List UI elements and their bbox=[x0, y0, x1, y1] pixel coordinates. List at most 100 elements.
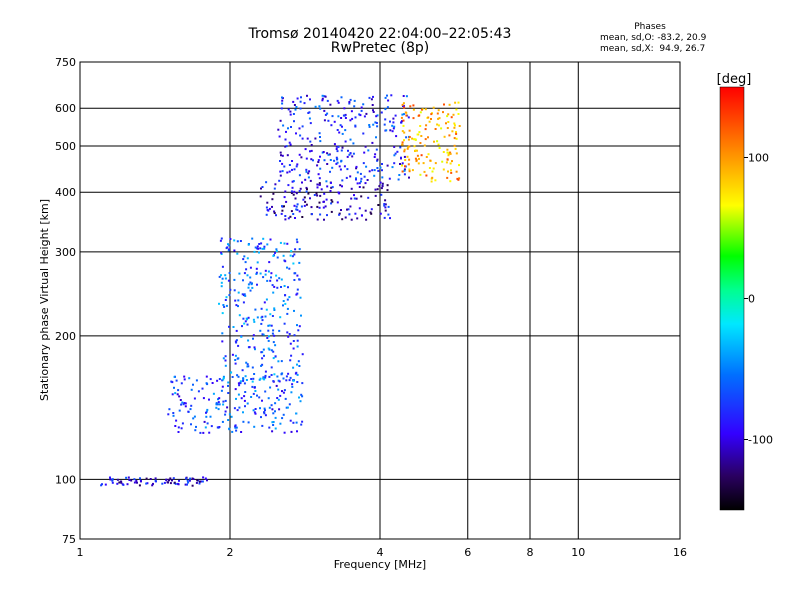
data-point bbox=[375, 115, 378, 118]
data-point bbox=[292, 347, 295, 350]
data-point bbox=[263, 407, 266, 410]
data-point bbox=[177, 431, 180, 433]
data-point bbox=[424, 108, 427, 111]
data-point bbox=[234, 299, 237, 302]
data-point bbox=[280, 278, 283, 281]
data-point bbox=[218, 275, 221, 278]
data-point bbox=[292, 421, 295, 424]
data-point bbox=[256, 245, 259, 248]
data-point bbox=[284, 215, 287, 217]
data-point bbox=[360, 180, 362, 183]
data-point bbox=[420, 154, 423, 157]
data-point bbox=[423, 170, 426, 173]
data-point bbox=[218, 403, 221, 406]
data-point bbox=[316, 218, 319, 221]
data-point bbox=[126, 483, 129, 486]
data-point bbox=[298, 190, 301, 192]
data-point bbox=[329, 190, 332, 192]
data-point bbox=[261, 399, 263, 402]
data-point bbox=[403, 155, 406, 158]
data-point bbox=[365, 112, 368, 115]
data-point bbox=[231, 376, 234, 378]
data-point bbox=[360, 195, 363, 198]
data-point bbox=[430, 180, 433, 183]
data-point bbox=[251, 366, 254, 369]
data-point bbox=[300, 205, 303, 208]
data-point bbox=[443, 103, 445, 106]
data-point bbox=[279, 316, 282, 319]
data-point bbox=[267, 347, 270, 350]
data-point bbox=[347, 208, 350, 211]
data-point bbox=[387, 99, 390, 102]
data-point bbox=[405, 136, 408, 139]
data-point bbox=[383, 123, 386, 126]
data-point bbox=[323, 95, 326, 98]
data-point bbox=[242, 317, 245, 320]
data-point bbox=[438, 117, 441, 120]
data-point bbox=[281, 209, 284, 212]
data-point bbox=[446, 127, 449, 129]
data-point bbox=[281, 96, 283, 99]
data-point bbox=[272, 357, 275, 360]
data-point bbox=[284, 190, 287, 193]
data-point bbox=[374, 153, 377, 156]
data-point bbox=[260, 364, 263, 367]
data-point bbox=[404, 159, 407, 161]
data-point bbox=[239, 382, 242, 385]
data-point bbox=[195, 481, 198, 484]
data-point bbox=[376, 158, 379, 161]
data-point bbox=[139, 477, 141, 480]
data-point bbox=[343, 107, 346, 110]
data-point bbox=[221, 265, 224, 268]
data-point bbox=[271, 284, 274, 287]
data-point bbox=[290, 190, 293, 193]
data-point bbox=[262, 333, 265, 336]
data-point bbox=[425, 124, 428, 127]
data-point bbox=[209, 378, 212, 381]
data-point bbox=[296, 241, 299, 244]
data-point bbox=[434, 179, 437, 182]
data-point bbox=[222, 403, 225, 406]
data-point bbox=[243, 272, 246, 275]
data-point bbox=[449, 151, 452, 154]
data-point bbox=[392, 127, 395, 130]
data-point bbox=[376, 125, 379, 128]
data-point bbox=[195, 379, 198, 382]
data-point bbox=[291, 160, 293, 162]
data-point bbox=[354, 212, 357, 215]
data-point bbox=[237, 305, 239, 308]
data-point bbox=[224, 299, 227, 301]
data-point bbox=[104, 483, 107, 486]
data-point bbox=[206, 422, 209, 425]
data-point bbox=[205, 410, 208, 413]
data-point bbox=[216, 379, 219, 382]
data-point bbox=[392, 121, 395, 124]
data-point bbox=[389, 217, 391, 220]
data-point bbox=[185, 477, 187, 480]
data-point bbox=[242, 411, 244, 414]
data-point bbox=[190, 388, 193, 391]
data-point bbox=[261, 315, 264, 318]
data-point bbox=[296, 430, 298, 433]
data-point bbox=[252, 334, 255, 337]
data-point bbox=[376, 114, 379, 117]
data-point bbox=[376, 159, 379, 162]
data-point bbox=[376, 188, 379, 191]
data-point bbox=[408, 158, 411, 161]
y-tick-label: 300 bbox=[55, 246, 76, 259]
data-point bbox=[178, 409, 181, 412]
data-point bbox=[297, 360, 300, 363]
data-point bbox=[246, 318, 249, 321]
data-point bbox=[272, 412, 275, 415]
data-point bbox=[407, 146, 410, 149]
data-point bbox=[292, 379, 295, 382]
data-point bbox=[208, 431, 211, 434]
data-point bbox=[380, 111, 383, 114]
data-point bbox=[308, 111, 311, 114]
data-point bbox=[355, 167, 358, 170]
data-point bbox=[430, 113, 433, 116]
x-axis-label: Frequency [MHz] bbox=[334, 558, 426, 571]
data-point bbox=[259, 377, 262, 380]
data-point bbox=[253, 250, 256, 253]
data-point bbox=[331, 115, 334, 118]
